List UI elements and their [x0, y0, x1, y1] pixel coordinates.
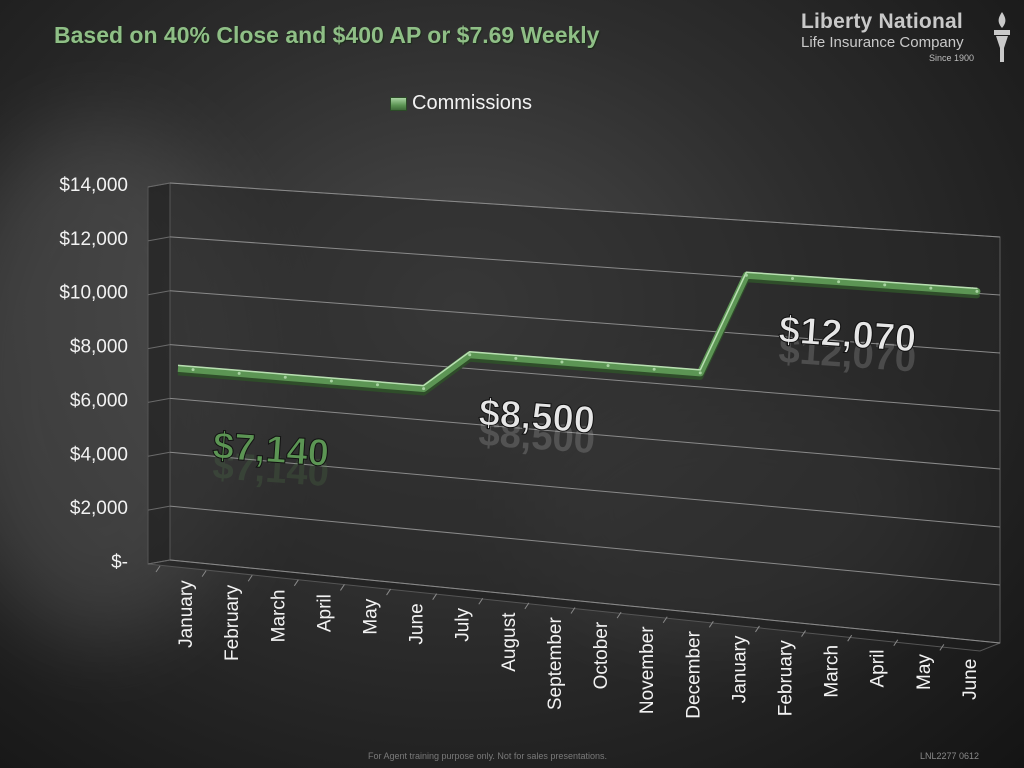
footer-disclaimer: For Agent training purpose only. Not for…	[368, 751, 607, 761]
data-point	[975, 289, 979, 293]
y-tick-label: $14,000	[59, 175, 128, 196]
x-tick-mark	[247, 574, 253, 582]
gridline	[169, 505, 1001, 586]
x-tick-mark	[755, 625, 760, 633]
x-tick-label: March	[822, 645, 843, 698]
gridline-side	[147, 290, 171, 296]
x-tick-mark	[893, 639, 899, 647]
x-tick-label: November	[637, 626, 658, 714]
value-annotation: $12,070	[777, 309, 917, 360]
legend-label: Commissions	[412, 92, 533, 114]
value-annotation: $7,140	[211, 425, 330, 475]
x-tick-mark	[616, 611, 622, 619]
data-point	[283, 375, 287, 379]
gridline-side	[147, 451, 171, 457]
gridline-side	[147, 397, 171, 403]
data-point	[652, 367, 656, 371]
logo-since: Since 1900	[929, 53, 975, 63]
data-point	[744, 273, 748, 277]
gridline	[169, 397, 1001, 470]
gridline	[169, 182, 1001, 238]
gridline-side	[147, 236, 171, 242]
x-tick-mark	[801, 630, 806, 637]
gridline	[169, 344, 1001, 412]
x-tick-label: January	[729, 635, 750, 703]
data-point	[422, 387, 426, 391]
legend-swatch	[390, 96, 407, 111]
y-tick-label: $10,000	[59, 283, 128, 304]
data-point	[237, 371, 241, 375]
torch-icon	[994, 12, 1010, 62]
x-tick-label: June	[960, 659, 981, 700]
data-point	[329, 379, 333, 383]
y-tick-label: $6,000	[70, 390, 128, 411]
data-point	[560, 360, 564, 364]
x-tick-label: May	[914, 654, 935, 690]
chart-legend: Commissions	[390, 92, 532, 115]
gridline-side	[147, 182, 171, 188]
data-point	[606, 364, 610, 368]
y-tick-label: $-	[111, 552, 128, 573]
series-line-highlight	[177, 271, 978, 387]
data-point	[191, 368, 195, 372]
footer-code: LNL2277 0612	[920, 751, 980, 761]
x-tick-mark	[570, 607, 576, 614]
gridline	[169, 559, 1001, 644]
x-tick-mark	[432, 593, 438, 600]
gridline-side	[147, 344, 171, 350]
x-tick-mark	[386, 588, 391, 596]
x-tick-mark	[939, 644, 945, 651]
data-point	[883, 283, 887, 287]
y-tick-label: $8,000	[70, 337, 128, 358]
x-tick-mark	[524, 602, 530, 610]
annotation-reflection: $7,140	[211, 445, 330, 495]
x-tick-mark	[708, 621, 714, 628]
gridline	[169, 451, 1001, 528]
x-tick-label: December	[683, 630, 704, 718]
x-tick-label: June	[407, 603, 428, 644]
x-tick-label: July	[453, 607, 474, 641]
gridline-side	[147, 559, 171, 565]
data-point	[837, 280, 841, 284]
data-point	[698, 371, 702, 375]
x-tick-label: January	[176, 580, 197, 648]
x-tick-mark	[478, 598, 484, 605]
x-tick-mark	[201, 570, 207, 577]
x-tick-label: April	[868, 649, 889, 687]
y-tick-label: $4,000	[70, 444, 128, 465]
x-tick-mark	[293, 579, 299, 587]
x-tick-label: February	[222, 584, 243, 661]
gridline	[169, 290, 1001, 354]
x-tick-label: February	[776, 640, 797, 717]
data-point	[514, 356, 518, 360]
slide-title: Based on 40% Close and $400 AP or $7.69 …	[54, 22, 600, 48]
logo-name: Liberty National	[801, 10, 963, 33]
y-tick-label: $2,000	[70, 498, 128, 519]
logo-subtitle: Life Insurance Company	[801, 34, 964, 51]
x-tick-label: April	[314, 594, 335, 632]
x-tick-label: August	[499, 612, 520, 672]
x-tick-mark	[340, 584, 345, 591]
annotation-reflection: $8,500	[477, 412, 596, 462]
x-tick-mark	[847, 634, 853, 642]
data-point	[791, 276, 794, 280]
x-tick-mark	[155, 565, 161, 573]
x-tick-label: May	[361, 598, 382, 634]
x-tick-label: March	[268, 590, 289, 643]
gridline-side	[147, 505, 171, 511]
y-tick-label: $12,000	[59, 229, 128, 250]
series-line-shadow	[177, 276, 980, 396]
series-line-commissions	[177, 271, 981, 393]
data-point	[929, 286, 933, 290]
data-point	[468, 353, 472, 357]
data-point	[376, 383, 379, 387]
x-tick-label: October	[591, 621, 612, 689]
value-annotation: $8,500	[477, 392, 596, 442]
x-tick-label: September	[545, 617, 566, 711]
annotation-reflection: $12,070	[777, 329, 917, 380]
company-logo: Liberty National Life Insurance Company …	[801, 8, 1016, 68]
x-tick-mark	[662, 616, 668, 623]
